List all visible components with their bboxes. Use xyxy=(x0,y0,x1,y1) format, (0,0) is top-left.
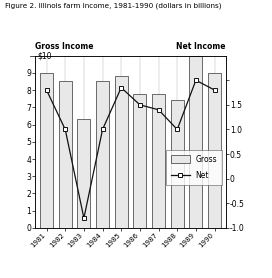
Text: $10: $10 xyxy=(37,51,52,60)
Legend: Gross, Net: Gross, Net xyxy=(166,150,222,185)
Bar xyxy=(208,73,221,228)
Bar xyxy=(189,56,202,228)
Text: Net Income: Net Income xyxy=(176,43,226,51)
Bar xyxy=(40,73,53,228)
Text: Gross Income: Gross Income xyxy=(35,43,94,51)
Text: Figure 2. Illinois farm Income, 1981-1990 (dollars in billions): Figure 2. Illinois farm Income, 1981-199… xyxy=(5,3,222,9)
Bar xyxy=(59,81,72,228)
Bar xyxy=(171,100,184,228)
Bar xyxy=(96,81,109,228)
Bar xyxy=(133,93,146,228)
Bar xyxy=(77,119,90,228)
Bar xyxy=(152,93,165,228)
Bar xyxy=(115,76,128,228)
